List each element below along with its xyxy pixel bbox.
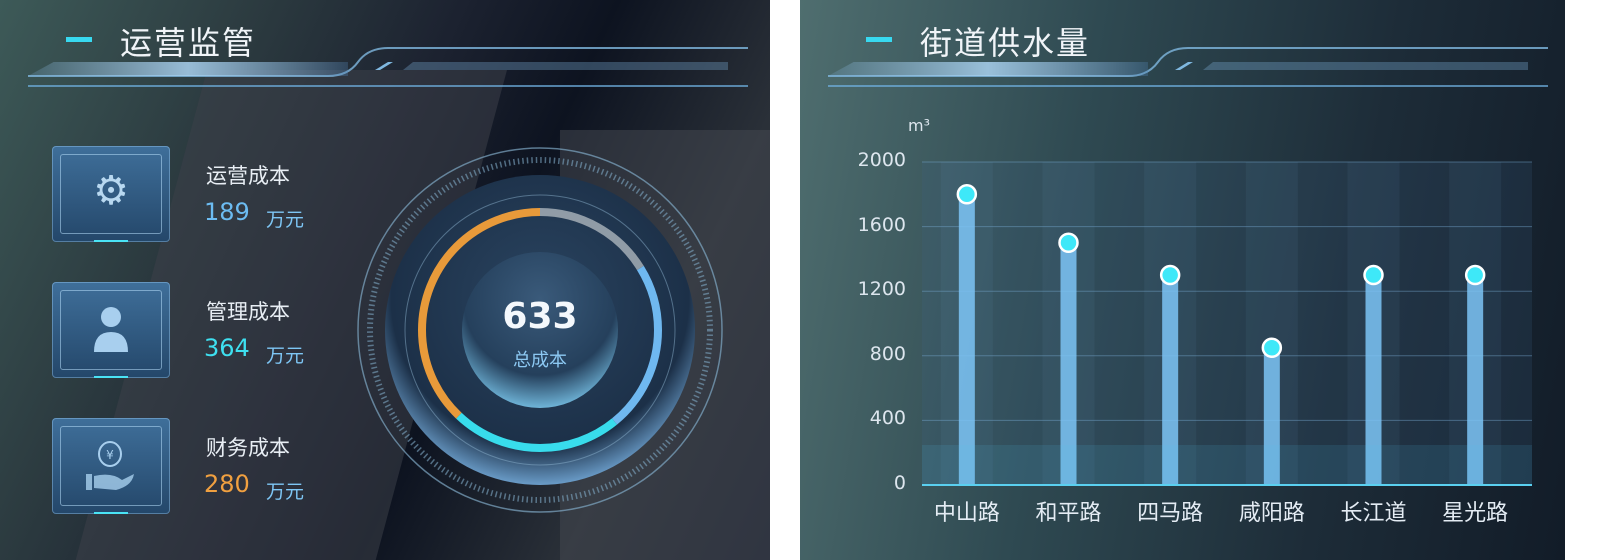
- x-tick-label: 星光路: [1442, 501, 1509, 526]
- title-marker: [66, 37, 92, 42]
- bar-marker: [1058, 232, 1079, 253]
- panel-title: 运营监管: [120, 24, 257, 62]
- x-tick-label: 中山路: [933, 501, 1000, 526]
- bar-marker: [956, 184, 978, 205]
- gauge-arc: [418, 208, 662, 452]
- bar-marker: [1464, 264, 1486, 286]
- svg-text:¥: ¥: [106, 448, 114, 462]
- cost-card-finance: ¥: [52, 418, 170, 514]
- y-axis: 0 400 800 1200 1600 2000: [846, 0, 906, 560]
- y-tick-label: 800: [869, 342, 906, 365]
- cost-unit: 万元: [266, 209, 305, 231]
- bar-marker: [1363, 264, 1384, 286]
- y-tick-label: 0: [893, 472, 906, 494]
- bar: [1263, 347, 1280, 485]
- y-tick-label: 1200: [857, 278, 906, 301]
- water-supply-panel: 街道供水量 m³ 0 400 800 1200 1600 2000 中山路 和平路 四马路 咸阳…: [800, 0, 1565, 560]
- cost-value: 280: [204, 470, 250, 498]
- x-tick-label: 四马路: [1137, 501, 1204, 526]
- header-bar: [28, 62, 348, 76]
- panel-header: 街道供水量: [828, 0, 1548, 95]
- cost-label: 运营成本: [206, 164, 290, 188]
- total-cost-label: 总成本: [513, 350, 567, 371]
- y-tick-label: 2000: [857, 149, 906, 171]
- bar: [1162, 275, 1179, 485]
- title-marker: [866, 37, 892, 42]
- plot-area: [922, 162, 1532, 485]
- gauge-arc: [418, 208, 662, 452]
- money-hand-icon: ¥: [86, 441, 134, 490]
- cost-card-management: [52, 282, 170, 378]
- bar: [1060, 242, 1077, 485]
- y-tick-label: 400: [869, 407, 906, 430]
- bar: [958, 194, 975, 486]
- total-cost-value: 633: [502, 296, 578, 337]
- bar-marker: [1261, 337, 1283, 358]
- bar-marker: [1159, 264, 1181, 286]
- gauge-arc: [418, 208, 662, 452]
- cost-unit: 万元: [266, 345, 305, 367]
- bar: [1365, 275, 1382, 485]
- operations-panel: 运营监管 ⚙ 运营成本 189 万元 管理成本 364 万元 ¥ 财务成本 28…: [0, 0, 770, 560]
- y-axis-unit: m³: [908, 116, 930, 135]
- x-tick-label: 咸阳路: [1238, 501, 1305, 526]
- panel-title: 街道供水量: [920, 24, 1091, 62]
- y-tick-label: 1600: [857, 213, 906, 236]
- x-tick-label: 长江道: [1340, 501, 1407, 526]
- header-bar: [828, 62, 1148, 76]
- gear-icon: ⚙: [93, 168, 129, 214]
- x-tick-label: 和平路: [1035, 501, 1102, 526]
- water-supply-chart: [922, 161, 1532, 486]
- cost-value: 189: [204, 198, 250, 226]
- cost-value: 364: [204, 334, 250, 362]
- cost-unit: 万元: [266, 481, 305, 503]
- cost-card-operations: ⚙: [52, 146, 170, 242]
- bar: [1467, 275, 1484, 485]
- cost-label: 财务成本: [206, 436, 290, 460]
- panel-header: 运营监管: [28, 0, 748, 95]
- total-cost-gauge: [357, 147, 723, 513]
- baseline-glow: [922, 445, 1532, 485]
- user-icon: [94, 307, 128, 352]
- cost-label: 管理成本: [206, 300, 290, 324]
